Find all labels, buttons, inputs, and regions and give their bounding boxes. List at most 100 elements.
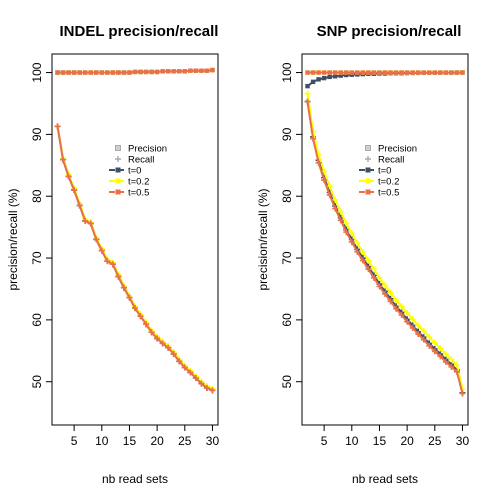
data-point: [420, 328, 427, 335]
data-point: [359, 248, 366, 255]
data-point: [388, 70, 393, 75]
data-point: [83, 70, 88, 75]
data-point: [209, 387, 216, 394]
data-point: [399, 70, 404, 75]
x-axis-label: nb read sets: [352, 472, 418, 486]
data-point: [332, 196, 339, 203]
data-point: [437, 353, 444, 360]
data-point: [203, 384, 210, 391]
data-point: [348, 230, 355, 237]
data-point: [321, 177, 328, 184]
series-recall-t-0-5: [54, 123, 216, 394]
data-point: [99, 70, 104, 75]
data-point: [382, 282, 388, 289]
legend-marker: [365, 189, 371, 195]
data-point: [71, 187, 78, 194]
series-precision-t-0-5: [305, 70, 465, 75]
data-point: [71, 70, 77, 75]
data-point: [387, 298, 394, 305]
legend-label: t=0.5: [378, 188, 399, 199]
data-point: [177, 69, 182, 74]
data-point: [98, 247, 105, 254]
x-tick-label: 20: [400, 434, 414, 448]
data-point: [365, 257, 372, 264]
data-point: [431, 348, 438, 355]
legend-marker: [365, 178, 371, 184]
data-point: [376, 283, 383, 290]
data-point: [159, 340, 166, 347]
legend-marker: [115, 156, 121, 162]
data-point: [460, 70, 465, 75]
data-point: [459, 390, 466, 397]
data-point: [60, 70, 66, 75]
data-point: [398, 311, 405, 318]
plot-frame: [51, 53, 219, 426]
legend-label: Precision: [128, 144, 167, 155]
data-point: [398, 303, 405, 310]
data-point: [149, 69, 154, 75]
data-point: [132, 305, 138, 312]
data-point: [115, 273, 122, 280]
x-tick-label: 25: [178, 434, 192, 448]
data-point: [192, 375, 199, 382]
data-point: [160, 69, 165, 74]
data-point: [310, 79, 316, 85]
legend-label: Recall: [128, 155, 154, 166]
data-point: [110, 70, 116, 75]
data-point: [349, 70, 354, 75]
data-point: [333, 70, 338, 75]
data-point: [210, 67, 215, 73]
data-point: [193, 68, 199, 73]
data-point: [326, 183, 333, 190]
data-point: [143, 321, 150, 328]
data-point: [370, 266, 377, 273]
data-point: [132, 69, 138, 75]
data-point: [188, 68, 193, 73]
series-recall-t-0-2: [304, 90, 466, 393]
data-point: [426, 342, 433, 349]
data-point: [366, 70, 371, 75]
data-point: [310, 70, 316, 75]
y-tick-label: 70: [280, 251, 294, 265]
data-point: [166, 69, 171, 74]
x-tick-label: 5: [71, 434, 78, 448]
plot-frame: [301, 53, 469, 426]
chart-title: SNP precision/recall: [317, 23, 462, 40]
data-point: [105, 70, 110, 75]
data-point: [304, 90, 311, 97]
data-point: [393, 305, 400, 312]
data-point: [137, 313, 144, 320]
y-tick-label: 100: [30, 62, 44, 82]
data-point: [454, 70, 460, 75]
data-point: [88, 70, 93, 75]
legend-marker: [115, 189, 121, 195]
data-point: [154, 335, 161, 342]
data-point: [199, 68, 204, 73]
data-point: [409, 316, 416, 323]
data-point: [333, 74, 338, 79]
data-point: [82, 217, 89, 224]
y-tick-label: 80: [30, 189, 44, 203]
data-point: [305, 83, 310, 89]
x-axis-label: nb read sets: [102, 472, 168, 486]
y-tick-label: 50: [30, 375, 44, 389]
x-tick-label: 15: [123, 434, 137, 448]
x-tick-label: 10: [345, 434, 359, 448]
data-point: [343, 229, 350, 236]
data-point: [93, 236, 100, 243]
data-point: [332, 205, 339, 212]
data-point: [176, 358, 183, 365]
data-point: [187, 369, 194, 376]
legend-label: t=0.5: [128, 188, 149, 199]
series-precision-t-0-5: [55, 67, 215, 75]
data-point: [315, 159, 322, 166]
data-point: [344, 70, 349, 75]
data-point: [360, 70, 366, 75]
indel-panel: INDEL precision/recall 5 10 15 20 25 30 50 60 70 8…: [6, 23, 219, 486]
data-point: [437, 345, 444, 352]
data-point: [198, 380, 205, 387]
legend-marker: [115, 167, 121, 173]
x-tick-label: 30: [456, 434, 470, 448]
